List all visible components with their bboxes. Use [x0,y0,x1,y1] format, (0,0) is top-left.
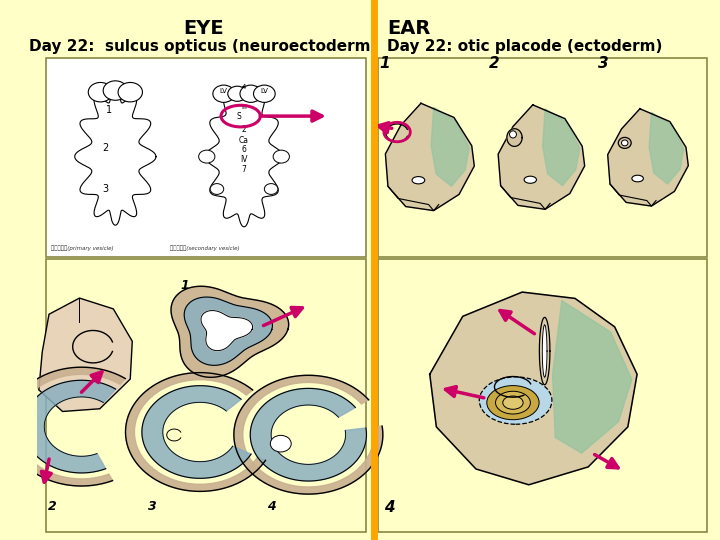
Text: 1: 1 [107,105,112,116]
Text: 2: 2 [242,125,246,134]
Polygon shape [171,286,289,377]
Polygon shape [608,109,688,206]
Text: 3: 3 [598,56,608,71]
Circle shape [228,86,247,102]
Circle shape [210,184,224,194]
Polygon shape [507,129,522,146]
Circle shape [213,85,235,103]
Text: 3: 3 [148,500,157,514]
Polygon shape [7,367,125,486]
Ellipse shape [524,176,536,183]
Polygon shape [251,388,366,481]
Polygon shape [543,109,580,186]
Circle shape [199,150,215,163]
Ellipse shape [503,396,523,409]
Polygon shape [552,300,632,453]
Text: LV: LV [220,88,228,94]
Text: 일차뇌소포(primary vesicle): 일차뇌소포(primary vesicle) [51,245,114,251]
Ellipse shape [412,177,425,184]
Text: Day 22: otic placode (ectoderm): Day 22: otic placode (ectoderm) [387,39,662,55]
Polygon shape [39,298,132,411]
Polygon shape [201,310,253,350]
Text: Day 22:  sulcus opticus (neuroectoderm): Day 22: sulcus opticus (neuroectoderm) [30,39,377,55]
Ellipse shape [618,137,631,148]
Ellipse shape [510,131,516,138]
Bar [378,259,706,532]
Polygon shape [430,292,637,485]
Text: 1: 1 [379,56,390,71]
Text: 2: 2 [489,56,499,71]
Polygon shape [75,88,156,225]
Circle shape [240,85,261,103]
Ellipse shape [632,175,644,182]
Text: LV: LV [261,88,269,94]
Text: 4: 4 [384,500,395,515]
Circle shape [103,81,127,100]
Text: 4: 4 [242,84,246,90]
Bar [45,58,366,256]
Ellipse shape [495,392,531,414]
Bar [45,259,366,532]
Polygon shape [234,375,383,494]
Text: Ca: Ca [239,136,249,145]
Text: IV: IV [240,155,248,164]
Text: 1: 1 [181,279,189,292]
Circle shape [89,83,112,102]
Circle shape [118,83,143,102]
Polygon shape [498,105,585,210]
Text: III: III [241,104,247,110]
Polygon shape [125,373,266,491]
Text: 3: 3 [102,184,108,194]
Text: 7: 7 [242,165,246,174]
Text: 2: 2 [48,500,57,514]
Polygon shape [542,325,547,377]
Bar [378,58,706,256]
Text: S: S [236,112,241,121]
Text: EYE: EYE [183,19,224,38]
Polygon shape [23,380,116,473]
Circle shape [270,435,291,452]
Ellipse shape [480,377,552,424]
Circle shape [264,184,278,194]
Polygon shape [142,386,251,478]
Text: 2: 2 [102,143,108,153]
Text: 4: 4 [266,500,276,514]
Polygon shape [184,297,272,366]
Ellipse shape [487,386,539,420]
Circle shape [273,150,289,163]
Text: EAR: EAR [387,19,431,38]
Polygon shape [204,86,283,227]
Circle shape [253,85,275,103]
Text: 6: 6 [242,145,246,154]
Polygon shape [385,103,474,211]
Polygon shape [649,112,684,184]
Text: 이차뇌소포(secondary vesicle): 이차뇌소포(secondary vesicle) [169,245,239,251]
Polygon shape [431,107,469,186]
Ellipse shape [621,140,628,146]
